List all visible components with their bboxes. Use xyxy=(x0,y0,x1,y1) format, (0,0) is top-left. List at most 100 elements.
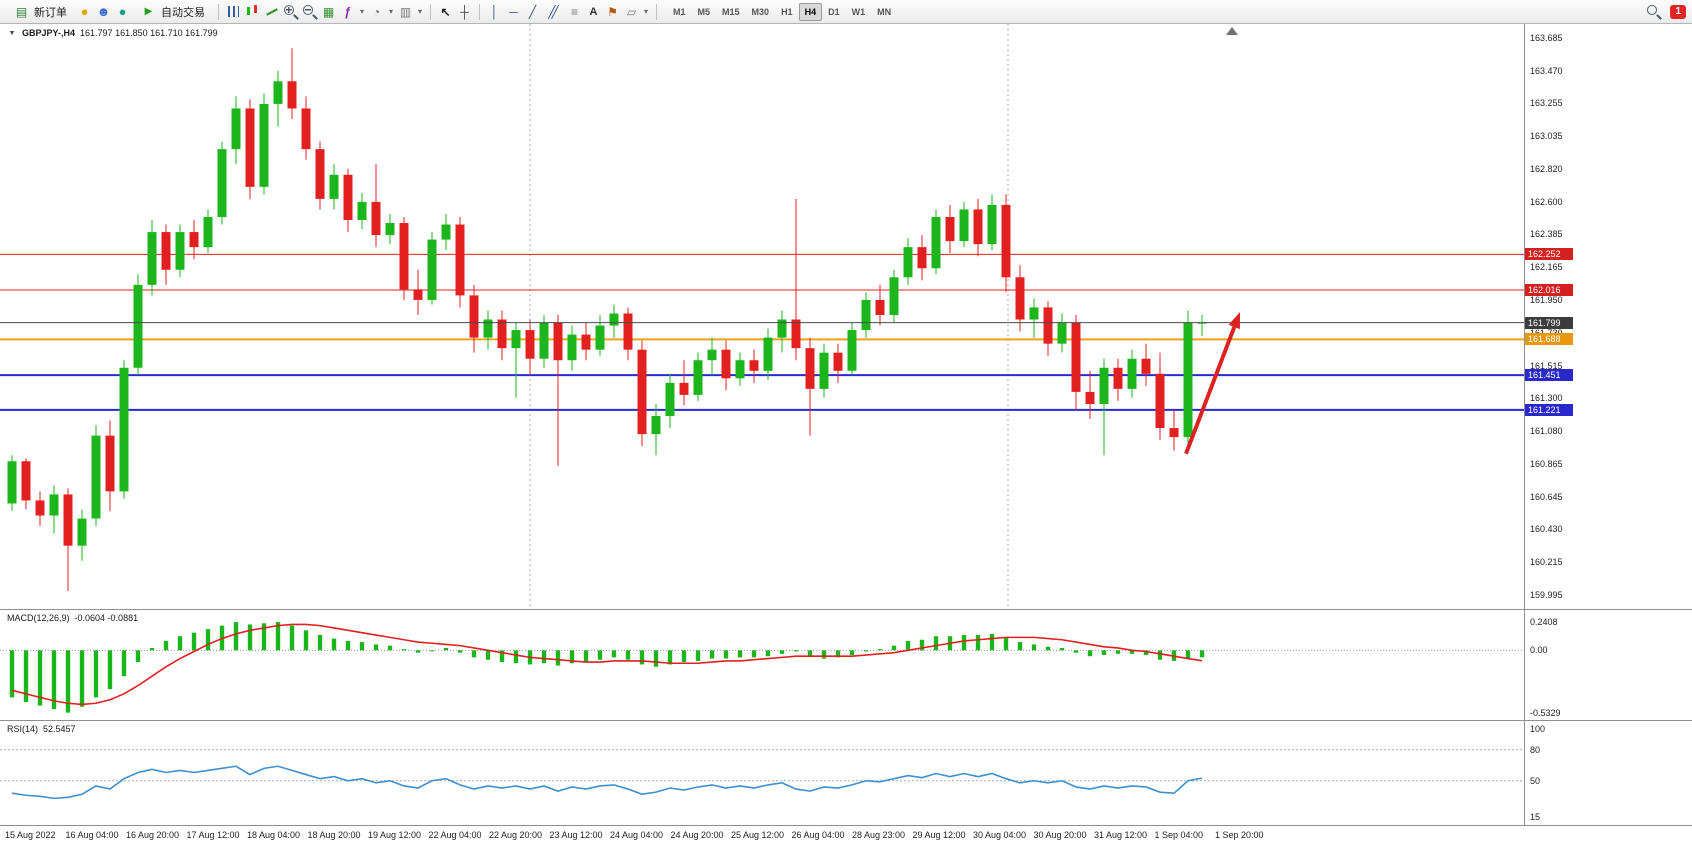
label-tool-icon[interactable]: ⚑ xyxy=(607,4,618,19)
shapes-tool-icon[interactable]: ▱ xyxy=(626,4,637,19)
accounts-icon[interactable]: ☻ xyxy=(96,4,111,19)
timeframe-button-d1[interactable]: D1 xyxy=(822,3,846,21)
toolbar-separator xyxy=(430,3,431,20)
time-axis-label: 24 Aug 20:00 xyxy=(670,830,724,840)
horizontal-line-tool-icon[interactable]: ─ xyxy=(509,4,518,19)
toolbar-separator xyxy=(656,3,657,20)
price-axis-label: 160.215 xyxy=(1530,556,1563,567)
crosshair-icon[interactable]: ┼ xyxy=(460,4,469,19)
time-axis[interactable]: 15 Aug 2022 16 Aug 04:00 16 Aug 20:00 17 Au… xyxy=(0,826,1692,846)
time-axis-label: 22 Aug 20:00 xyxy=(489,830,543,840)
time-axis-label: 31 Aug 12:00 xyxy=(1094,830,1148,840)
autotrading-label: 自动交易 xyxy=(161,6,205,19)
search-icon[interactable] xyxy=(1645,3,1662,20)
time-axis-label: 19 Aug 12:00 xyxy=(368,830,422,840)
template-icon[interactable]: ▥ xyxy=(399,4,412,19)
cursor-icon[interactable]: ↖ xyxy=(440,4,451,19)
time-axis-label: 23 Aug 12:00 xyxy=(549,830,603,840)
timeframe-clock-icon[interactable]: ◔ xyxy=(372,4,381,19)
indicators-icon[interactable]: ƒ xyxy=(344,4,351,19)
price-axis-label: 161.730 xyxy=(1530,328,1563,338)
globe-icon[interactable]: ● xyxy=(118,4,127,19)
symbol-period-label: GBPJPY-,H4 xyxy=(22,28,76,38)
bars-chart-icon[interactable] xyxy=(225,3,242,20)
panel-splitter[interactable] xyxy=(0,720,1692,721)
time-axis-label: 15 Aug 2022 xyxy=(5,830,56,840)
price-axis-label: 162.385 xyxy=(1530,229,1563,240)
price-axis-label: 163.685 xyxy=(1530,33,1563,44)
zoom-in-icon[interactable] xyxy=(282,3,299,20)
price-chart[interactable] xyxy=(0,24,1524,609)
price-axis-label: 159.995 xyxy=(1530,589,1563,600)
autotrading-button[interactable]: ▶ 自动交易 xyxy=(133,0,212,23)
price-axis-label: 161.515 xyxy=(1530,360,1563,371)
channel-tool-icon[interactable]: ╱╱ xyxy=(548,4,558,19)
axis-splitter[interactable] xyxy=(0,825,1692,826)
price-tag: 161.221 xyxy=(1525,403,1573,416)
time-axis-label: 1 Sep 04:00 xyxy=(1154,830,1204,840)
price-axis-label: 162.600 xyxy=(1530,196,1563,207)
rsi-value: 52.5457 xyxy=(43,724,76,734)
shapes-caret-icon[interactable]: ▾ xyxy=(643,7,648,16)
timeframe-button-h1[interactable]: H1 xyxy=(775,3,799,21)
trendline-tool-icon[interactable]: ╱ xyxy=(528,4,537,19)
panel-splitter[interactable] xyxy=(0,609,1692,610)
time-axis-label: 30 Aug 04:00 xyxy=(973,830,1027,840)
time-axis-label: 17 Aug 12:00 xyxy=(186,830,240,840)
timeframe-button-h4[interactable]: H4 xyxy=(798,2,823,21)
candlestick-chart-icon[interactable] xyxy=(244,3,261,20)
time-axis-label: 25 Aug 12:00 xyxy=(731,830,785,840)
macd-axis-label: 0.00 xyxy=(1530,645,1548,656)
time-axis-label: 18 Aug 04:00 xyxy=(247,830,301,840)
notification-badge[interactable]: 1 xyxy=(1670,4,1686,19)
rsi-panel[interactable] xyxy=(0,721,1524,825)
clock-caret-icon[interactable]: ▾ xyxy=(388,7,393,16)
time-axis-label: 18 Aug 20:00 xyxy=(307,830,361,840)
price-axis-label: 163.035 xyxy=(1530,131,1563,142)
time-axis-label: 16 Aug 04:00 xyxy=(65,830,119,840)
price-axis-label: 161.950 xyxy=(1530,294,1563,305)
toolbar: ▤ 新订单 ● ☻ ● ▶ 自动交易 ▦ ƒ ▾ ◔ ▾ ▥ ▾ ↖ ┼ │ ─… xyxy=(0,0,1692,24)
toolbar-separator xyxy=(218,3,219,20)
macd-title: MACD(12,26,9) -0.0604 -0.0881 xyxy=(7,613,138,623)
chart-title: ▼ GBPJPY-,H4 161.797 161.850 161.710 161… xyxy=(7,28,218,38)
rsi-title-label: RSI(14) xyxy=(7,724,39,734)
gold-icon[interactable]: ● xyxy=(80,4,89,19)
time-axis-label: 26 Aug 04:00 xyxy=(791,830,845,840)
rsi-axis-label: 100 xyxy=(1530,724,1546,734)
zoom-out-icon[interactable] xyxy=(301,3,318,20)
timeframe-button-m1[interactable]: M1 xyxy=(667,3,692,21)
toolbar-separator xyxy=(479,3,480,20)
collapse-icon[interactable]: ▼ xyxy=(8,29,16,37)
line-chart-icon[interactable] xyxy=(263,3,280,20)
price-axis-label: 161.080 xyxy=(1530,426,1563,437)
macd-axis[interactable]: 0.2408 0.00 -0.5329 xyxy=(1524,610,1692,720)
price-axis[interactable]: 163.685 163.470 163.255 163.035 162.820 162.6… xyxy=(1524,24,1692,609)
vertical-line-tool-icon[interactable]: │ xyxy=(490,4,499,19)
rsi-title: RSI(14) 52.5457 xyxy=(7,724,76,734)
macd-panel[interactable] xyxy=(0,610,1524,720)
timeframe-button-m30[interactable]: M30 xyxy=(746,3,776,21)
price-tag: 161.799 xyxy=(1525,316,1573,329)
timeframe-button-m15[interactable]: M15 xyxy=(716,3,746,21)
timeframe-button-m5[interactable]: M5 xyxy=(692,3,717,21)
text-tool-icon[interactable]: A xyxy=(589,5,598,18)
price-axis-label: 160.430 xyxy=(1530,524,1563,535)
macd-axis-label: -0.5329 xyxy=(1530,708,1561,718)
time-axis-label: 29 Aug 12:00 xyxy=(912,830,966,840)
price-tag: 162.252 xyxy=(1525,248,1573,261)
indicators-caret-icon[interactable]: ▾ xyxy=(359,7,364,16)
timeframe-button-mn[interactable]: MN xyxy=(871,3,897,21)
price-tag: 162.016 xyxy=(1525,283,1573,296)
price-axis-label: 160.865 xyxy=(1530,458,1563,469)
new-order-button[interactable]: ▤ 新订单 xyxy=(6,0,74,23)
fibonacci-tool-icon[interactable]: ≡ xyxy=(570,4,578,19)
tile-windows-icon[interactable]: ▦ xyxy=(322,4,335,19)
macd-values: -0.0604 -0.0881 xyxy=(74,613,139,623)
timeframe-button-w1[interactable]: W1 xyxy=(846,3,872,21)
rsi-axis[interactable]: 100 80 50 15 xyxy=(1524,721,1692,825)
template-caret-icon[interactable]: ▾ xyxy=(417,7,422,16)
price-tag: 161.451 xyxy=(1525,369,1573,382)
price-axis-label: 163.255 xyxy=(1530,98,1563,109)
time-axis-label: 1 Sep 20:00 xyxy=(1215,830,1264,840)
